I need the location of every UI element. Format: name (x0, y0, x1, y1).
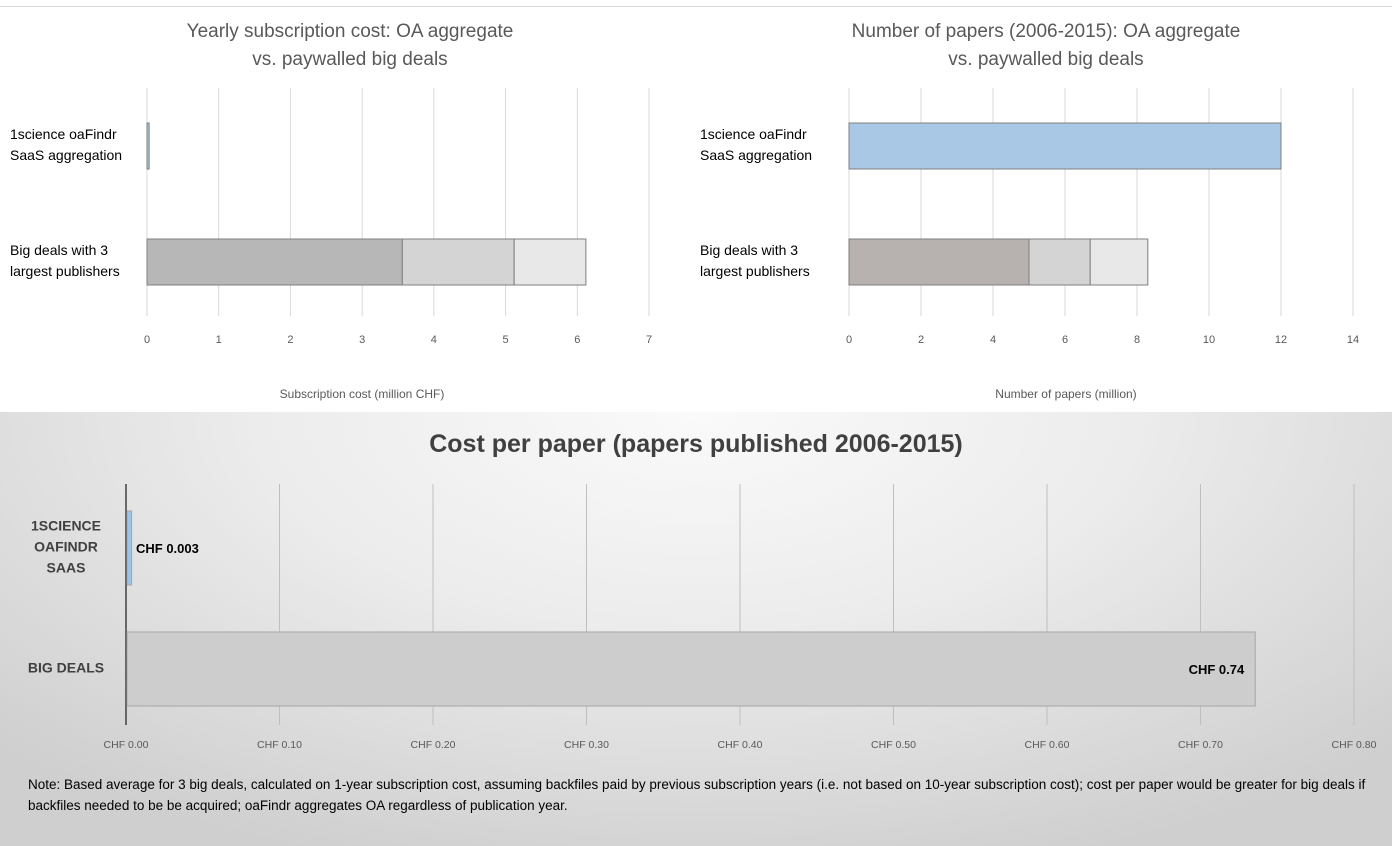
number-of-papers-plot: 0 2 4 6 8 10 12 14 1science oaFindr SaaS aggregat… (700, 88, 1359, 346)
subscription-cost-chart: Yearly subscription cost: OA aggregate v… (0, 0, 700, 412)
x-axis-label: Number of papers (million) (995, 387, 1137, 401)
x-tick-label: 2 (918, 334, 924, 346)
data-label: CHF 0.74 (1189, 662, 1245, 677)
bar (146, 238, 403, 286)
x-tick-label: CHF 0.60 (1025, 739, 1070, 751)
x-tick-label: CHF 0.50 (871, 739, 916, 751)
x-tick-label: 0 (144, 334, 150, 346)
x-tick-label: 0 (846, 334, 852, 346)
x-tick-label: 14 (1347, 334, 1359, 346)
bar (513, 238, 587, 286)
x-tick-label: 4 (990, 334, 996, 346)
bar (848, 122, 1282, 170)
y-category-label: 1science oaFindr SaaS aggregation (700, 126, 812, 163)
subscription-cost-plot: 0 1 2 3 4 5 6 7 1science oaFindr SaaS aggregation… (10, 88, 652, 346)
x-tick-label: 4 (431, 334, 437, 346)
x-tick-label: CHF 0.80 (1332, 739, 1377, 751)
y-category-label: Big deals with 3 largest publishers (700, 242, 810, 279)
top-divider (0, 6, 1392, 7)
x-tick-label: CHF 0.40 (718, 739, 763, 751)
x-tick-label: 2 (287, 334, 293, 346)
y-category-label: Big deals with 3 largest publishers (10, 242, 120, 279)
x-tick-label: 10 (1203, 334, 1215, 346)
x-tick-label: 3 (359, 334, 365, 346)
x-tick-label: CHF 0.70 (1178, 739, 1223, 751)
bar (146, 122, 150, 170)
y-category-label: 1science oaFindr SaaS aggregation (10, 126, 122, 163)
footnote: Note: Based average for 3 big deals, cal… (28, 777, 1366, 813)
x-tick-label: CHF 0.30 (564, 739, 609, 751)
x-tick-label: CHF 0.10 (257, 739, 302, 751)
y-category-label: BIG DEALS (28, 660, 104, 676)
chart-title: Number of papers (2006-2015): OA aggrega… (851, 21, 1241, 70)
y-category-label: 1SCIENCE OAFINDR SAAS (31, 518, 101, 576)
x-tick-label: 7 (646, 334, 652, 346)
cost-per-paper-panel: Cost per paper (papers published 2006-20… (0, 412, 1392, 846)
x-tick-label: CHF 0.20 (411, 739, 456, 751)
chart-title: Yearly subscription cost: OA aggregate v… (186, 21, 514, 70)
bar (126, 510, 133, 586)
x-tick-label: 5 (503, 334, 509, 346)
x-tick-label: 6 (1062, 334, 1068, 346)
x-tick-label: 8 (1134, 334, 1140, 346)
x-tick-label: 6 (574, 334, 580, 346)
bar (1089, 238, 1149, 286)
x-tick-label: CHF 0.00 (104, 739, 149, 751)
bar (1028, 238, 1091, 286)
number-of-papers-chart: Number of papers (2006-2015): OA aggrega… (700, 0, 1392, 412)
bar (126, 631, 1256, 707)
x-tick-label: 1 (216, 334, 222, 346)
bar (848, 238, 1030, 286)
chart-title: Cost per paper (papers published 2006-20… (429, 430, 963, 458)
data-label: CHF 0.003 (136, 541, 199, 556)
bar (401, 238, 515, 286)
x-tick-label: 12 (1275, 334, 1287, 346)
cost-per-paper-plot: CHF 0.00 CHF 0.10 CHF 0.20 CHF 0.30 CHF 0.40… (28, 484, 1377, 751)
x-axis-label: Subscription cost (million CHF) (279, 387, 445, 401)
